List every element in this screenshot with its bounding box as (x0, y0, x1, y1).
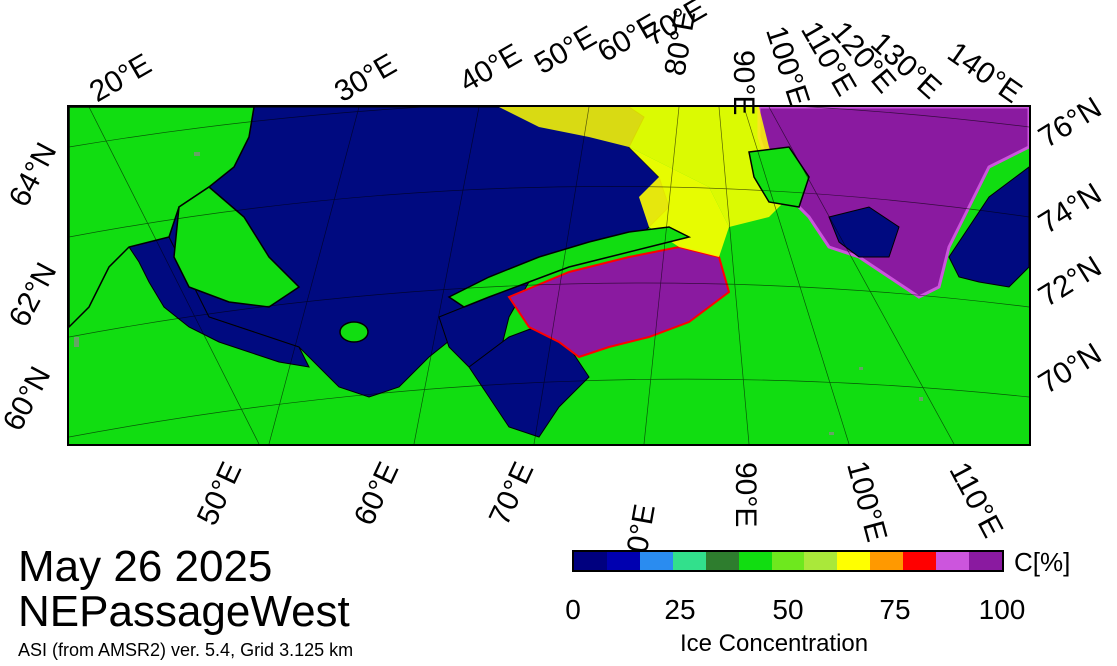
colorbar-unit: C[%] (1014, 547, 1071, 577)
region-title: NEPassageWest (18, 587, 350, 636)
land-kolguev-island (339, 321, 369, 343)
colorbar-segment-12 (969, 552, 1002, 570)
lon-label-60e-bottom: 60°E (347, 457, 406, 531)
lon-label-70e-bottom: 70°E (482, 457, 541, 531)
colorbar-tick-0: 0 (565, 594, 581, 625)
colorbar-segment-7 (804, 552, 838, 570)
lon-label-90e-top: 90°E (727, 50, 760, 116)
colorbar-segment-4 (705, 552, 739, 570)
colorbar-tick-100: 100 (978, 594, 1026, 625)
colorbar-segment-5 (738, 552, 772, 570)
colorbar-title: Ice Concentration (680, 630, 869, 657)
land-kola (173, 186, 301, 308)
map-canvas (69, 107, 1029, 444)
lat-label-60n: 60°N (0, 361, 58, 437)
lon-label-50e: 50°E (529, 19, 603, 81)
open-ocean-taimyr (828, 206, 900, 258)
date-title: May 26 2025 (18, 542, 273, 591)
colorbar-segment-6 (771, 552, 805, 570)
land-scandinavia (69, 107, 255, 329)
ice-concentration-map (67, 105, 1031, 446)
lat-label-64n: 64°N (2, 137, 64, 213)
lon-label-30e: 30°E (329, 47, 403, 109)
land-mask-patches (74, 152, 923, 435)
land-novaya-zemlya (447, 226, 692, 308)
colorbar-tick-75: 75 (879, 594, 911, 625)
lat-label-72n: 72°N (1032, 250, 1108, 314)
open-ocean-kara (468, 321, 590, 438)
sea-ice-kara (507, 245, 731, 359)
lat-label-62n: 62°N (2, 257, 64, 333)
lon-label-40e: 40°E (454, 37, 528, 99)
lon-label-140e-top: 140°E (941, 35, 1028, 110)
colorbar-segment-0 (574, 552, 607, 570)
colorbar-segment-1 (606, 552, 640, 570)
colorbar-segment-3 (672, 552, 706, 570)
lon-label-20e: 20°E (84, 47, 158, 109)
colorbar (572, 550, 1004, 572)
product-caption: ASI (from AMSR2) ver. 5.4, Grid 3.125 km (18, 640, 354, 660)
open-ocean-laptev (948, 166, 1029, 288)
lon-label-50e-bottom: 50°E (190, 457, 249, 531)
colorbar-tick-50: 50 (772, 594, 804, 625)
colorbar-segment-2 (639, 552, 673, 570)
colorbar-segment-9 (870, 552, 904, 570)
colorbar-segment-8 (837, 552, 871, 570)
lon-label-110e-bottom: 110°E (942, 457, 1010, 544)
colorbar-segment-11 (936, 552, 970, 570)
lon-label-90e-bottom: 90°E (729, 462, 762, 528)
lat-label-70n: 70°N (1032, 337, 1108, 401)
open-ocean-white-sea (128, 236, 310, 368)
graticule (69, 107, 1029, 444)
colorbar-segment-10 (903, 552, 937, 570)
colorbar-tick-25: 25 (664, 594, 696, 625)
sea-ice-north-edge (499, 107, 789, 227)
lon-label-100e-bottom: 100°E (840, 457, 894, 546)
lat-label-74n: 74°N (1032, 177, 1108, 241)
lat-label-76n: 76°N (1032, 91, 1108, 155)
